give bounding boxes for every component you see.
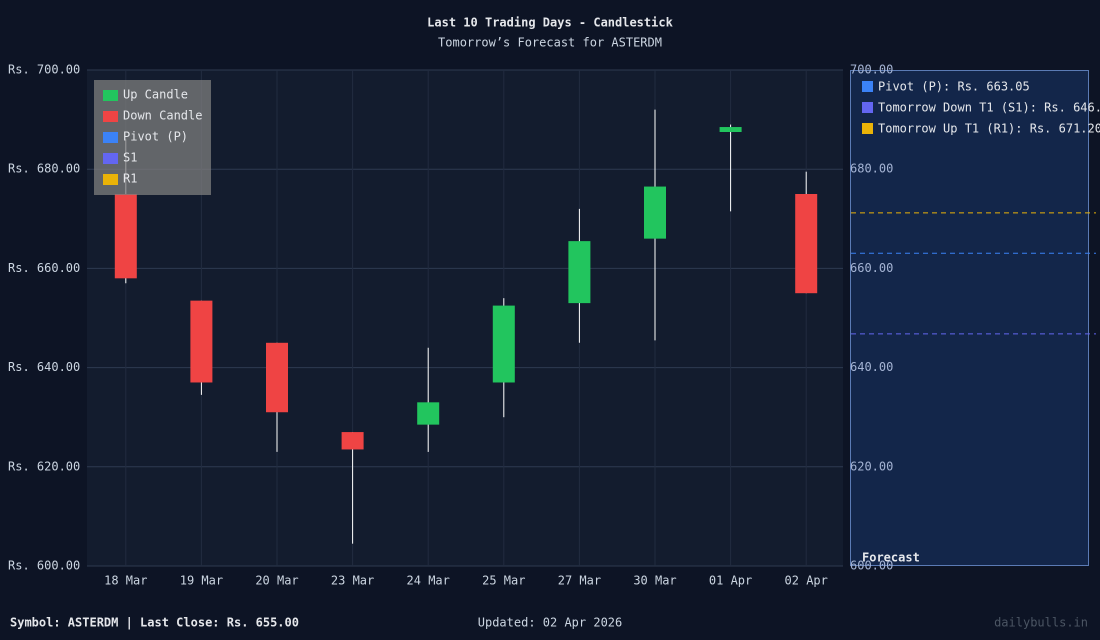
legend-label: Down Candle — [123, 109, 202, 123]
candle-body — [266, 342, 288, 413]
legend-label: Pivot (P): Rs. 663.05 — [878, 80, 1030, 94]
legend-swatch — [103, 132, 118, 143]
forecast-label: Forecast — [862, 551, 920, 565]
y2-tick-label: 600.00 — [850, 559, 893, 573]
y-tick-label: Rs. 660.00 — [8, 261, 80, 275]
candle-body — [492, 305, 515, 383]
x-tick-label: 30 Mar — [633, 574, 676, 588]
x-tick-label: 27 Mar — [558, 574, 601, 588]
legend-label: Pivot (P) — [123, 130, 188, 144]
y2-tick-label: 660.00 — [850, 261, 893, 275]
legend-swatch — [103, 111, 118, 122]
legend-swatch — [103, 174, 118, 185]
candle-body — [417, 402, 440, 425]
x-tick-label: 19 Mar — [180, 574, 223, 588]
y2-tick-label: 680.00 — [850, 162, 893, 176]
x-tick-label: 18 Mar — [104, 574, 147, 588]
y-tick-label: Rs. 680.00 — [8, 162, 80, 176]
legend-label: Up Candle — [123, 88, 188, 102]
candle-body — [190, 300, 213, 383]
y-tick-label: Rs. 620.00 — [8, 459, 80, 473]
plot-area — [87, 70, 843, 566]
candle-body — [114, 194, 137, 279]
y-tick-label: Rs. 700.00 — [8, 63, 80, 77]
y-tick-label: Rs. 640.00 — [8, 360, 80, 374]
y2-tick-label: 700.00 — [850, 63, 893, 77]
candle-body — [341, 432, 364, 450]
legend-label: Tomorrow Up T1 (R1): Rs. 671.20 — [878, 122, 1100, 136]
x-tick-label: 02 Apr — [785, 574, 828, 588]
candle-body — [644, 186, 666, 239]
x-tick-label: 01 Apr — [709, 574, 752, 588]
legend-swatch — [862, 81, 873, 92]
y2-tick-label: 620.00 — [850, 459, 893, 473]
footer-brand: dailybulls.in — [994, 616, 1088, 630]
y-tick-label: Rs. 600.00 — [8, 559, 80, 573]
legend-label: R1 — [123, 172, 137, 186]
chart-subtitle: Tomorrow’s Forecast for ASTERDM — [438, 36, 662, 50]
legend-swatch — [862, 123, 873, 134]
footer-updated: Updated: 02 Apr 2026 — [478, 616, 623, 630]
legend-label: Tomorrow Down T1 (S1): Rs. 646.8 — [878, 101, 1100, 115]
x-tick-label: 20 Mar — [255, 574, 298, 588]
candle-body — [795, 194, 818, 294]
forecast-panel — [850, 70, 1089, 566]
y2-tick-label: 640.00 — [850, 360, 893, 374]
candle-body — [568, 241, 591, 304]
legend-label: S1 — [123, 151, 137, 165]
footer-symbol: Symbol: ASTERDM | Last Close: Rs. 655.00 — [10, 616, 299, 630]
chart-title: Last 10 Trading Days - Candlestick — [427, 16, 673, 30]
candle-body — [719, 127, 742, 132]
x-tick-label: 25 Mar — [482, 574, 525, 588]
legend-swatch — [103, 153, 118, 164]
legend-swatch — [862, 102, 873, 113]
x-tick-label: 23 Mar — [331, 574, 374, 588]
legend-swatch — [103, 90, 118, 101]
x-tick-label: 24 Mar — [407, 574, 450, 588]
